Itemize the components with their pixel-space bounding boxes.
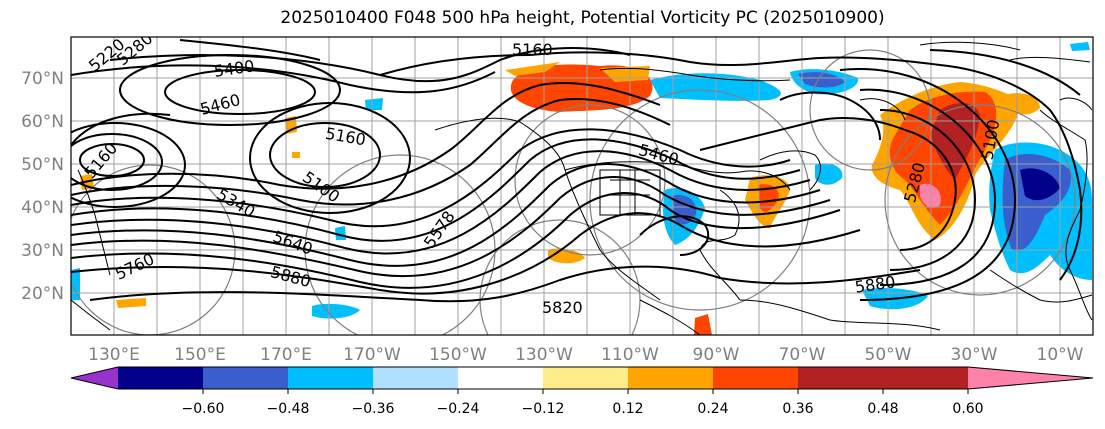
colorbar-segment <box>713 367 798 389</box>
colorbar-outline <box>70 366 1094 390</box>
colorbar-segment-last <box>883 367 968 389</box>
contour-label: 5820 <box>542 298 583 317</box>
lon-tick-label: 170°W <box>343 345 401 365</box>
colorbar-segment <box>288 367 373 389</box>
lon-tick-label: 30°W <box>951 345 998 365</box>
lon-tick-label: 90°W <box>693 345 740 365</box>
lon-tick-label: 130°E <box>88 345 140 365</box>
lon-tick-label: 70°W <box>779 345 826 365</box>
colorbar-segment <box>628 367 713 389</box>
colorbar-segment <box>543 367 628 389</box>
colorbar-tick-label: 0.36 <box>782 401 813 417</box>
lon-tick-label: 150°W <box>429 345 487 365</box>
contour-label: 5160 <box>512 40 553 59</box>
colorbar-tick-label: −0.12 <box>522 401 565 417</box>
lat-tick-label: 20°N <box>21 284 64 304</box>
lat-tick-label: 70°N <box>21 69 64 89</box>
colorbar-segment <box>798 367 883 389</box>
map-title: 2025010400 F048 500 hPa height, Potentia… <box>280 8 885 28</box>
coastlines <box>71 41 1093 335</box>
lat-tick-label: 40°N <box>21 198 64 218</box>
lon-tick-label: 10°W <box>1037 345 1084 365</box>
map-frame <box>70 36 1094 336</box>
colorbar-segment <box>203 367 288 389</box>
colorbar: −0.60 −0.48 −0.36 −0.24 −0.12 0.12 0.24 … <box>70 366 1094 417</box>
colorbar-segment <box>458 367 543 389</box>
lat-tick-label: 60°N <box>21 112 64 132</box>
colorbar-tick-label: 0.24 <box>697 401 728 417</box>
colorbar-extend-max <box>968 367 1093 389</box>
lat-axis: 70°N 60°N 50°N 40°N 30°N 20°N <box>21 69 64 304</box>
colorbar-segment <box>118 367 203 389</box>
lat-tick-label: 50°N <box>21 155 64 175</box>
lat-tick-label: 30°N <box>21 241 64 261</box>
colorbar-tick-label: −0.24 <box>437 401 480 417</box>
lon-tick-label: 130°W <box>515 345 573 365</box>
colorbar-tick-label: −0.36 <box>352 401 395 417</box>
colorbar-tick-label: 0.48 <box>867 401 898 417</box>
lon-tick-label: 50°W <box>865 345 912 365</box>
lon-tick-label: 170°E <box>260 345 312 365</box>
lon-tick-label: 110°W <box>601 345 659 365</box>
lon-tick-label: 150°E <box>174 345 226 365</box>
colorbar-tick-label: 0.12 <box>612 401 643 417</box>
height-contours <box>71 39 1083 303</box>
colorbar-tick-label: −0.60 <box>182 401 225 417</box>
colorbar-tick-label: −0.48 <box>267 401 310 417</box>
lon-axis: 130°E 150°E 170°E 170°W 150°W 130°W 110°… <box>88 345 1084 365</box>
colorbar-segment <box>373 367 458 389</box>
colorbar-tick-label: 0.60 <box>952 401 983 417</box>
colorbar-extend-min <box>71 367 118 389</box>
